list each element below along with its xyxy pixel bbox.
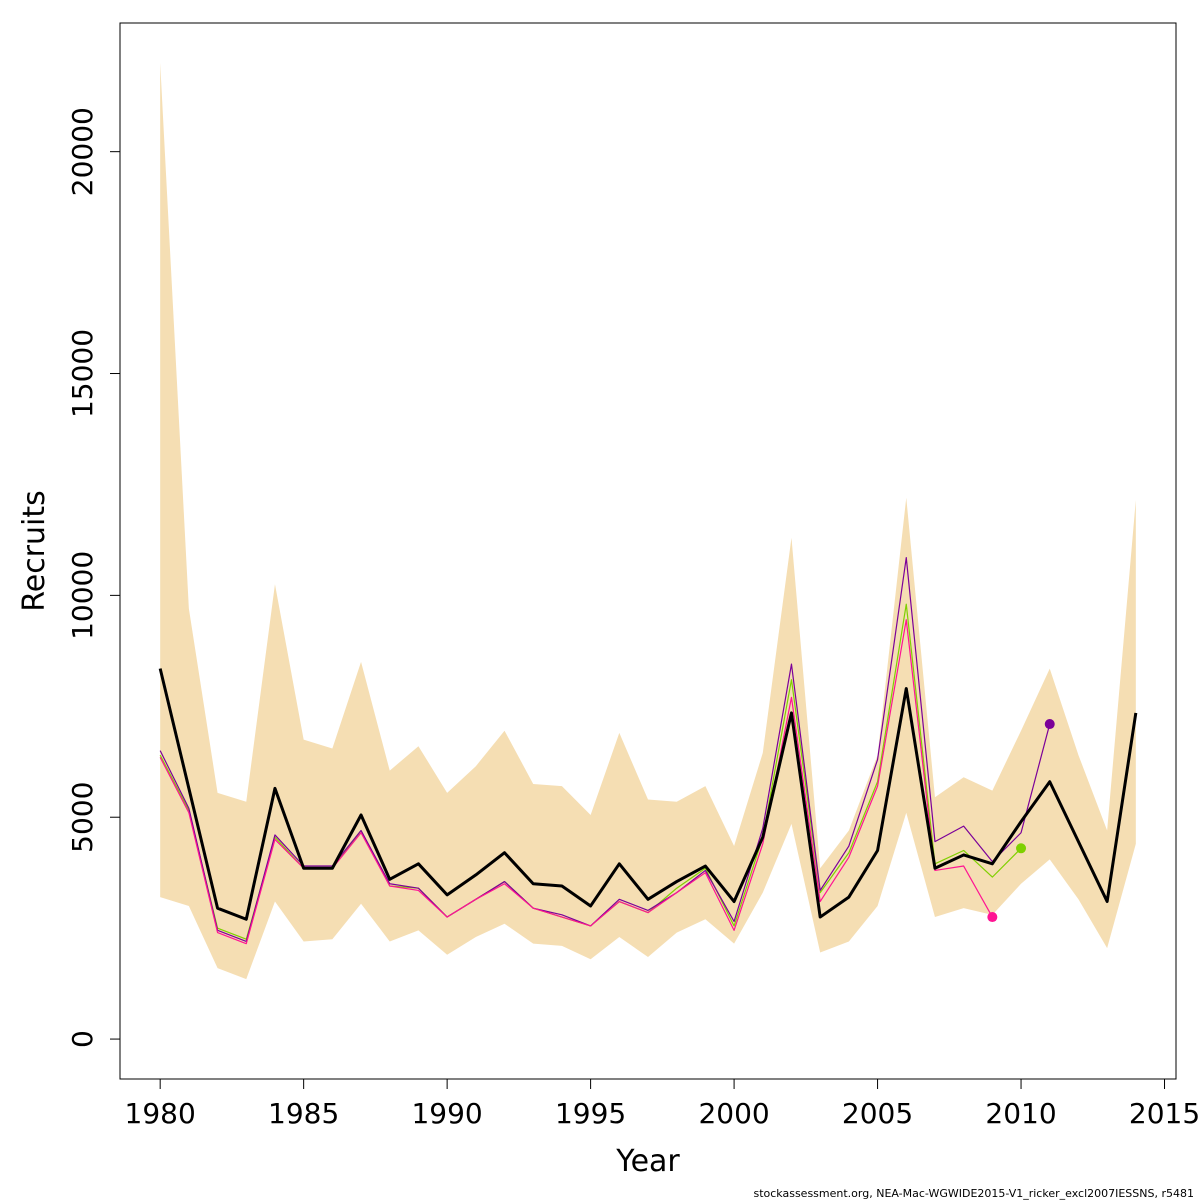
- x-tick-label: 2010: [985, 1097, 1056, 1130]
- x-tick-label: 2005: [842, 1097, 913, 1130]
- x-tick-label: 1980: [125, 1097, 196, 1130]
- y-axis-title: Recruits: [17, 490, 52, 612]
- y-tick-label: 5000: [66, 782, 99, 853]
- x-tick-label: 1990: [411, 1097, 482, 1130]
- plot-area: [158, 62, 1138, 980]
- y-tick-label: 15000: [66, 329, 99, 418]
- x-tick-label: 1995: [555, 1097, 626, 1130]
- y-tick-label: 20000: [66, 107, 99, 196]
- axes: 1980 1985 1990 1995 2000 2005 2010 2015 0 5000 100…: [66, 22, 1200, 1130]
- retro-endpoint-3: [987, 912, 998, 923]
- y-tick-label: 0: [66, 1030, 99, 1048]
- x-axis-title: Year: [615, 1144, 680, 1179]
- retro-endpoint-2: [1044, 719, 1055, 730]
- retro-line-3: [159, 619, 993, 945]
- x-tick-label: 2000: [698, 1097, 769, 1130]
- confidence-band: [160, 62, 1136, 980]
- y-tick-label: 10000: [66, 551, 99, 640]
- x-tick-label: 1985: [268, 1097, 339, 1130]
- estimate-line: [158, 668, 1138, 921]
- retro-endpoint-1: [1016, 843, 1027, 854]
- x-tick-label: 2015: [1129, 1097, 1200, 1130]
- source-caption: stockassessment.org, NEA-Mac-WGWIDE2015-…: [753, 1187, 1194, 1200]
- retro-line-2: [159, 557, 1051, 943]
